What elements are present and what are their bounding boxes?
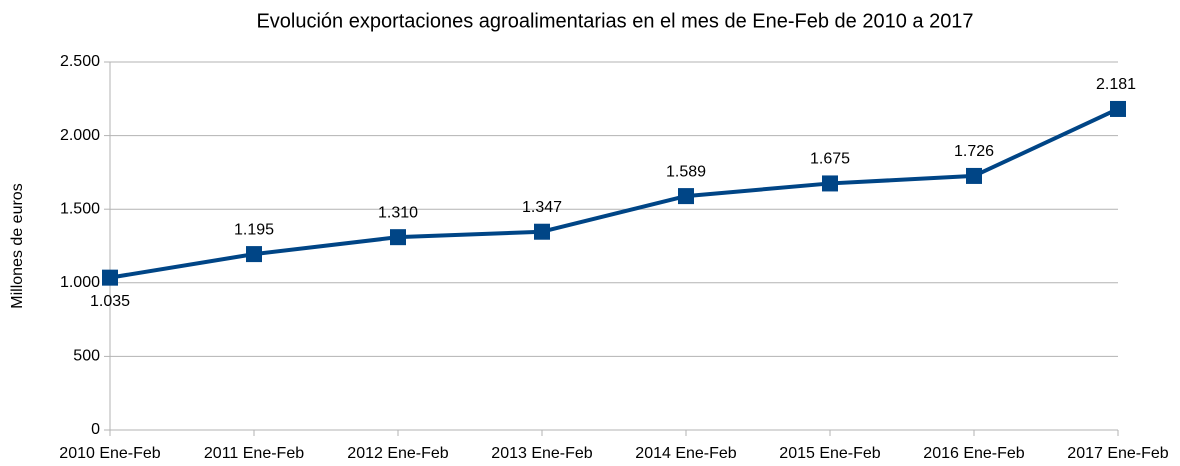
data-label: 1.310 xyxy=(378,204,418,221)
marker xyxy=(534,223,550,240)
y-tick-label: 2.500 xyxy=(60,53,100,70)
y-tick-label: 500 xyxy=(73,348,100,365)
x-tick-label: 2017 Ene-Feb xyxy=(1067,445,1169,462)
y-tick-label: 1.500 xyxy=(60,200,100,217)
x-tick-label: 2011 Ene-Feb xyxy=(204,445,304,462)
marker xyxy=(390,229,406,246)
y-tick-label: 1.000 xyxy=(60,274,100,291)
x-tick-label: 2010 Ene-Feb xyxy=(59,445,161,462)
data-label: 1.726 xyxy=(954,143,994,160)
data-label: 1.035 xyxy=(90,293,130,310)
marker xyxy=(678,188,694,205)
x-tick-label: 2015 Ene-Feb xyxy=(779,445,881,462)
marker xyxy=(1110,100,1126,117)
data-label: 1.195 xyxy=(234,221,274,238)
data-label: 1.347 xyxy=(522,199,562,216)
x-tick-label: 2016 Ene-Feb xyxy=(923,445,1025,462)
data-label: 1.675 xyxy=(810,151,850,168)
y-tick-label: 0 xyxy=(91,421,100,438)
marker xyxy=(966,167,982,184)
marker xyxy=(102,269,118,286)
marker xyxy=(246,246,262,263)
data-label: 1.589 xyxy=(666,163,706,180)
y-tick-label: 2.000 xyxy=(60,127,100,144)
y-axis-label: Millones de euros xyxy=(9,183,26,308)
x-tick-label: 2013 Ene-Feb xyxy=(491,445,593,462)
x-tick-label: 2012 Ene-Feb xyxy=(347,445,449,462)
x-tick-label: 2014 Ene-Feb xyxy=(635,445,737,462)
line xyxy=(109,107,1119,280)
data-label: 2.181 xyxy=(1096,76,1136,93)
chart-title: Evolución exportaciones agroalimentarias… xyxy=(256,10,973,32)
marker xyxy=(822,175,838,192)
